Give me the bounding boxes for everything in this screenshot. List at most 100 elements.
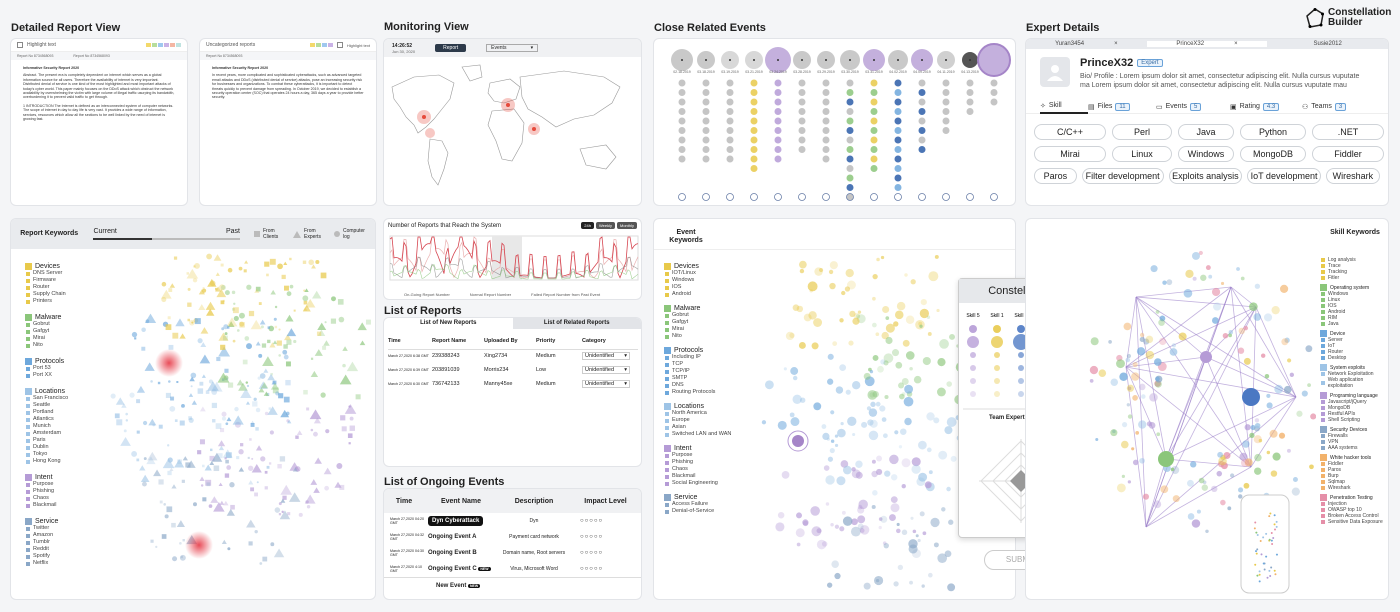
report-point[interactable] [258, 387, 265, 393]
impact-dots[interactable]: ○○○○○ [580, 534, 604, 540]
event-point[interactable] [900, 428, 907, 435]
event-point[interactable] [842, 516, 853, 526]
event-ring-icon[interactable] [966, 193, 974, 201]
skill-node[interactable] [1266, 402, 1273, 409]
report-point[interactable] [331, 296, 336, 302]
report-point[interactable] [198, 304, 206, 310]
report-point[interactable] [280, 409, 290, 418]
event-point[interactable] [916, 477, 926, 487]
report-point[interactable] [232, 415, 244, 425]
report-point[interactable] [273, 317, 277, 321]
skill-node[interactable] [1238, 327, 1246, 335]
report-point[interactable] [338, 316, 345, 323]
event-point[interactable] [859, 528, 865, 533]
report-point[interactable] [197, 450, 202, 455]
report-point[interactable] [170, 397, 174, 401]
event-point[interactable] [884, 394, 889, 400]
event-point[interactable] [808, 311, 817, 320]
event-node[interactable] [870, 155, 878, 163]
category-select[interactable]: Unidentified ▾ [582, 366, 630, 374]
skill-team-dot[interactable] [994, 391, 1000, 397]
skill-node[interactable] [1220, 499, 1226, 506]
event-name-selected[interactable]: Dyn Cyberattack [428, 516, 484, 526]
table-row[interactable]: March 27,2020 4:10 GMT Ongoing Event C N… [384, 561, 641, 577]
report-point[interactable] [267, 406, 278, 415]
skill-node[interactable] [1089, 365, 1099, 375]
report-point[interactable] [220, 300, 225, 305]
event-point[interactable] [927, 332, 932, 336]
event-point[interactable] [901, 378, 909, 385]
report-point[interactable] [274, 305, 278, 309]
keyword-group-head[interactable]: Malware [664, 305, 734, 312]
event-point[interactable] [882, 433, 888, 439]
event-point[interactable] [901, 484, 906, 489]
report-point[interactable] [251, 457, 254, 460]
event-point[interactable] [795, 528, 805, 538]
tab-teams[interactable]: ⚇ Teams 3 [1302, 102, 1362, 111]
keyword-item[interactable]: Amazon [25, 532, 105, 539]
tab-skill[interactable]: ✧ Skill [1040, 100, 1088, 114]
skill-chip[interactable]: Python [1240, 124, 1306, 140]
event-node[interactable] [702, 98, 710, 106]
keyword-item[interactable]: Burp [1320, 473, 1386, 479]
event-point[interactable] [915, 320, 925, 330]
skill-chip[interactable]: Windows [1178, 146, 1234, 162]
event-point[interactable] [813, 402, 822, 411]
report-point[interactable] [181, 479, 185, 483]
event-point[interactable] [938, 450, 948, 460]
event-point[interactable] [839, 526, 845, 532]
report-point[interactable] [215, 286, 222, 292]
report-point[interactable] [191, 400, 198, 405]
report-point[interactable] [334, 481, 342, 488]
skill-node[interactable] [1127, 386, 1132, 391]
event-point[interactable] [796, 512, 803, 519]
events-dropdown[interactable]: Events ▾ [486, 44, 539, 52]
report-point[interactable] [223, 324, 229, 330]
hotspot-marker[interactable] [532, 127, 536, 131]
report-point[interactable] [116, 419, 123, 426]
skill-node[interactable] [1098, 369, 1107, 377]
keyword-item[interactable]: Seattle [25, 402, 105, 409]
report-point[interactable] [168, 288, 173, 292]
keyword-item[interactable]: Twitter [25, 525, 105, 532]
event-point[interactable] [904, 417, 912, 426]
skill-node[interactable] [1121, 440, 1129, 449]
report-point[interactable] [273, 548, 285, 558]
event-point[interactable] [783, 367, 787, 371]
report-point[interactable] [136, 430, 140, 434]
keyword-item[interactable]: Switched LAN and WAN [664, 431, 734, 438]
keyword-item[interactable]: Gafgyt [664, 319, 734, 326]
event-point[interactable] [918, 440, 927, 450]
event-point[interactable] [911, 464, 921, 474]
event-point[interactable] [937, 358, 946, 367]
event-point[interactable] [937, 553, 948, 563]
event-point[interactable] [950, 455, 957, 462]
event-point[interactable] [876, 257, 880, 262]
report-point[interactable] [224, 332, 228, 336]
report-point[interactable] [231, 290, 236, 295]
report-point[interactable] [134, 337, 137, 340]
report-point[interactable] [217, 440, 226, 447]
event-point[interactable] [828, 269, 834, 275]
report-point[interactable] [227, 382, 234, 388]
report-point[interactable] [191, 321, 194, 324]
report-point[interactable] [279, 510, 291, 520]
keyword-item[interactable]: Europe [664, 417, 734, 424]
report-point[interactable] [280, 498, 286, 503]
skill-node[interactable] [1155, 309, 1160, 314]
report-keywords-scatter[interactable] [103, 251, 373, 596]
new-event-row[interactable]: New Event NEW [384, 577, 641, 595]
report-point[interactable] [239, 321, 245, 327]
highlight-color-swatches[interactable] [309, 43, 333, 47]
event-point[interactable] [800, 397, 806, 403]
report-point[interactable] [252, 401, 258, 407]
report-point[interactable] [304, 494, 316, 504]
report-point[interactable] [200, 327, 209, 334]
report-point[interactable] [170, 396, 175, 401]
event-node[interactable] [870, 108, 878, 115]
report-point[interactable] [200, 342, 207, 348]
event-point[interactable] [825, 475, 835, 485]
report-point[interactable] [240, 388, 252, 399]
col-header-uploader[interactable]: Uploaded By [484, 337, 518, 344]
report-point[interactable] [278, 354, 281, 357]
